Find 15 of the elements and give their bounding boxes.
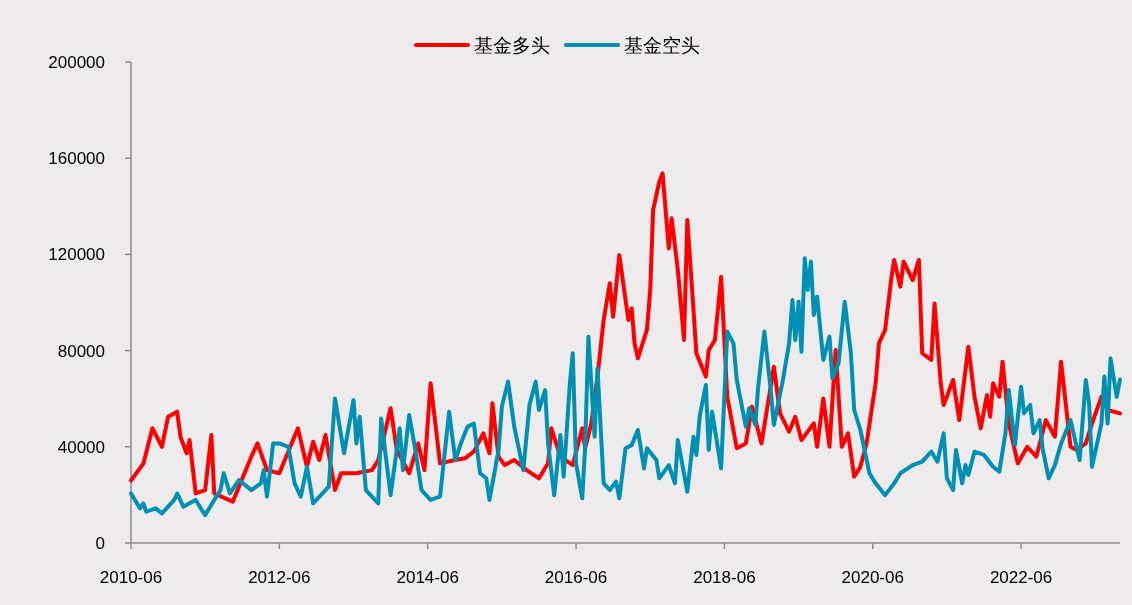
x-tick-label: 2010-06 (99, 568, 163, 587)
y-tick-label: 80000 (57, 341, 105, 361)
y-tick-label: 40000 (57, 437, 105, 457)
x-tick-label: 2020-06 (841, 568, 904, 587)
x-tick-label: 2022-06 (989, 568, 1053, 587)
x-tick-label: 2012-06 (248, 568, 311, 587)
y-tick-label: 160000 (48, 149, 105, 169)
y-tick-label: 120000 (48, 245, 105, 265)
legend-label: 基金空头 (624, 34, 700, 56)
y-tick-label: 0 (95, 534, 105, 553)
x-tick-label: 2018-06 (693, 568, 756, 587)
y-tick-label: 200000 (48, 53, 105, 72)
legend-label: 基金多头 (474, 34, 550, 56)
x-tick-label: 2014-06 (396, 568, 459, 587)
x-tick-label: 2016-06 (544, 568, 608, 587)
